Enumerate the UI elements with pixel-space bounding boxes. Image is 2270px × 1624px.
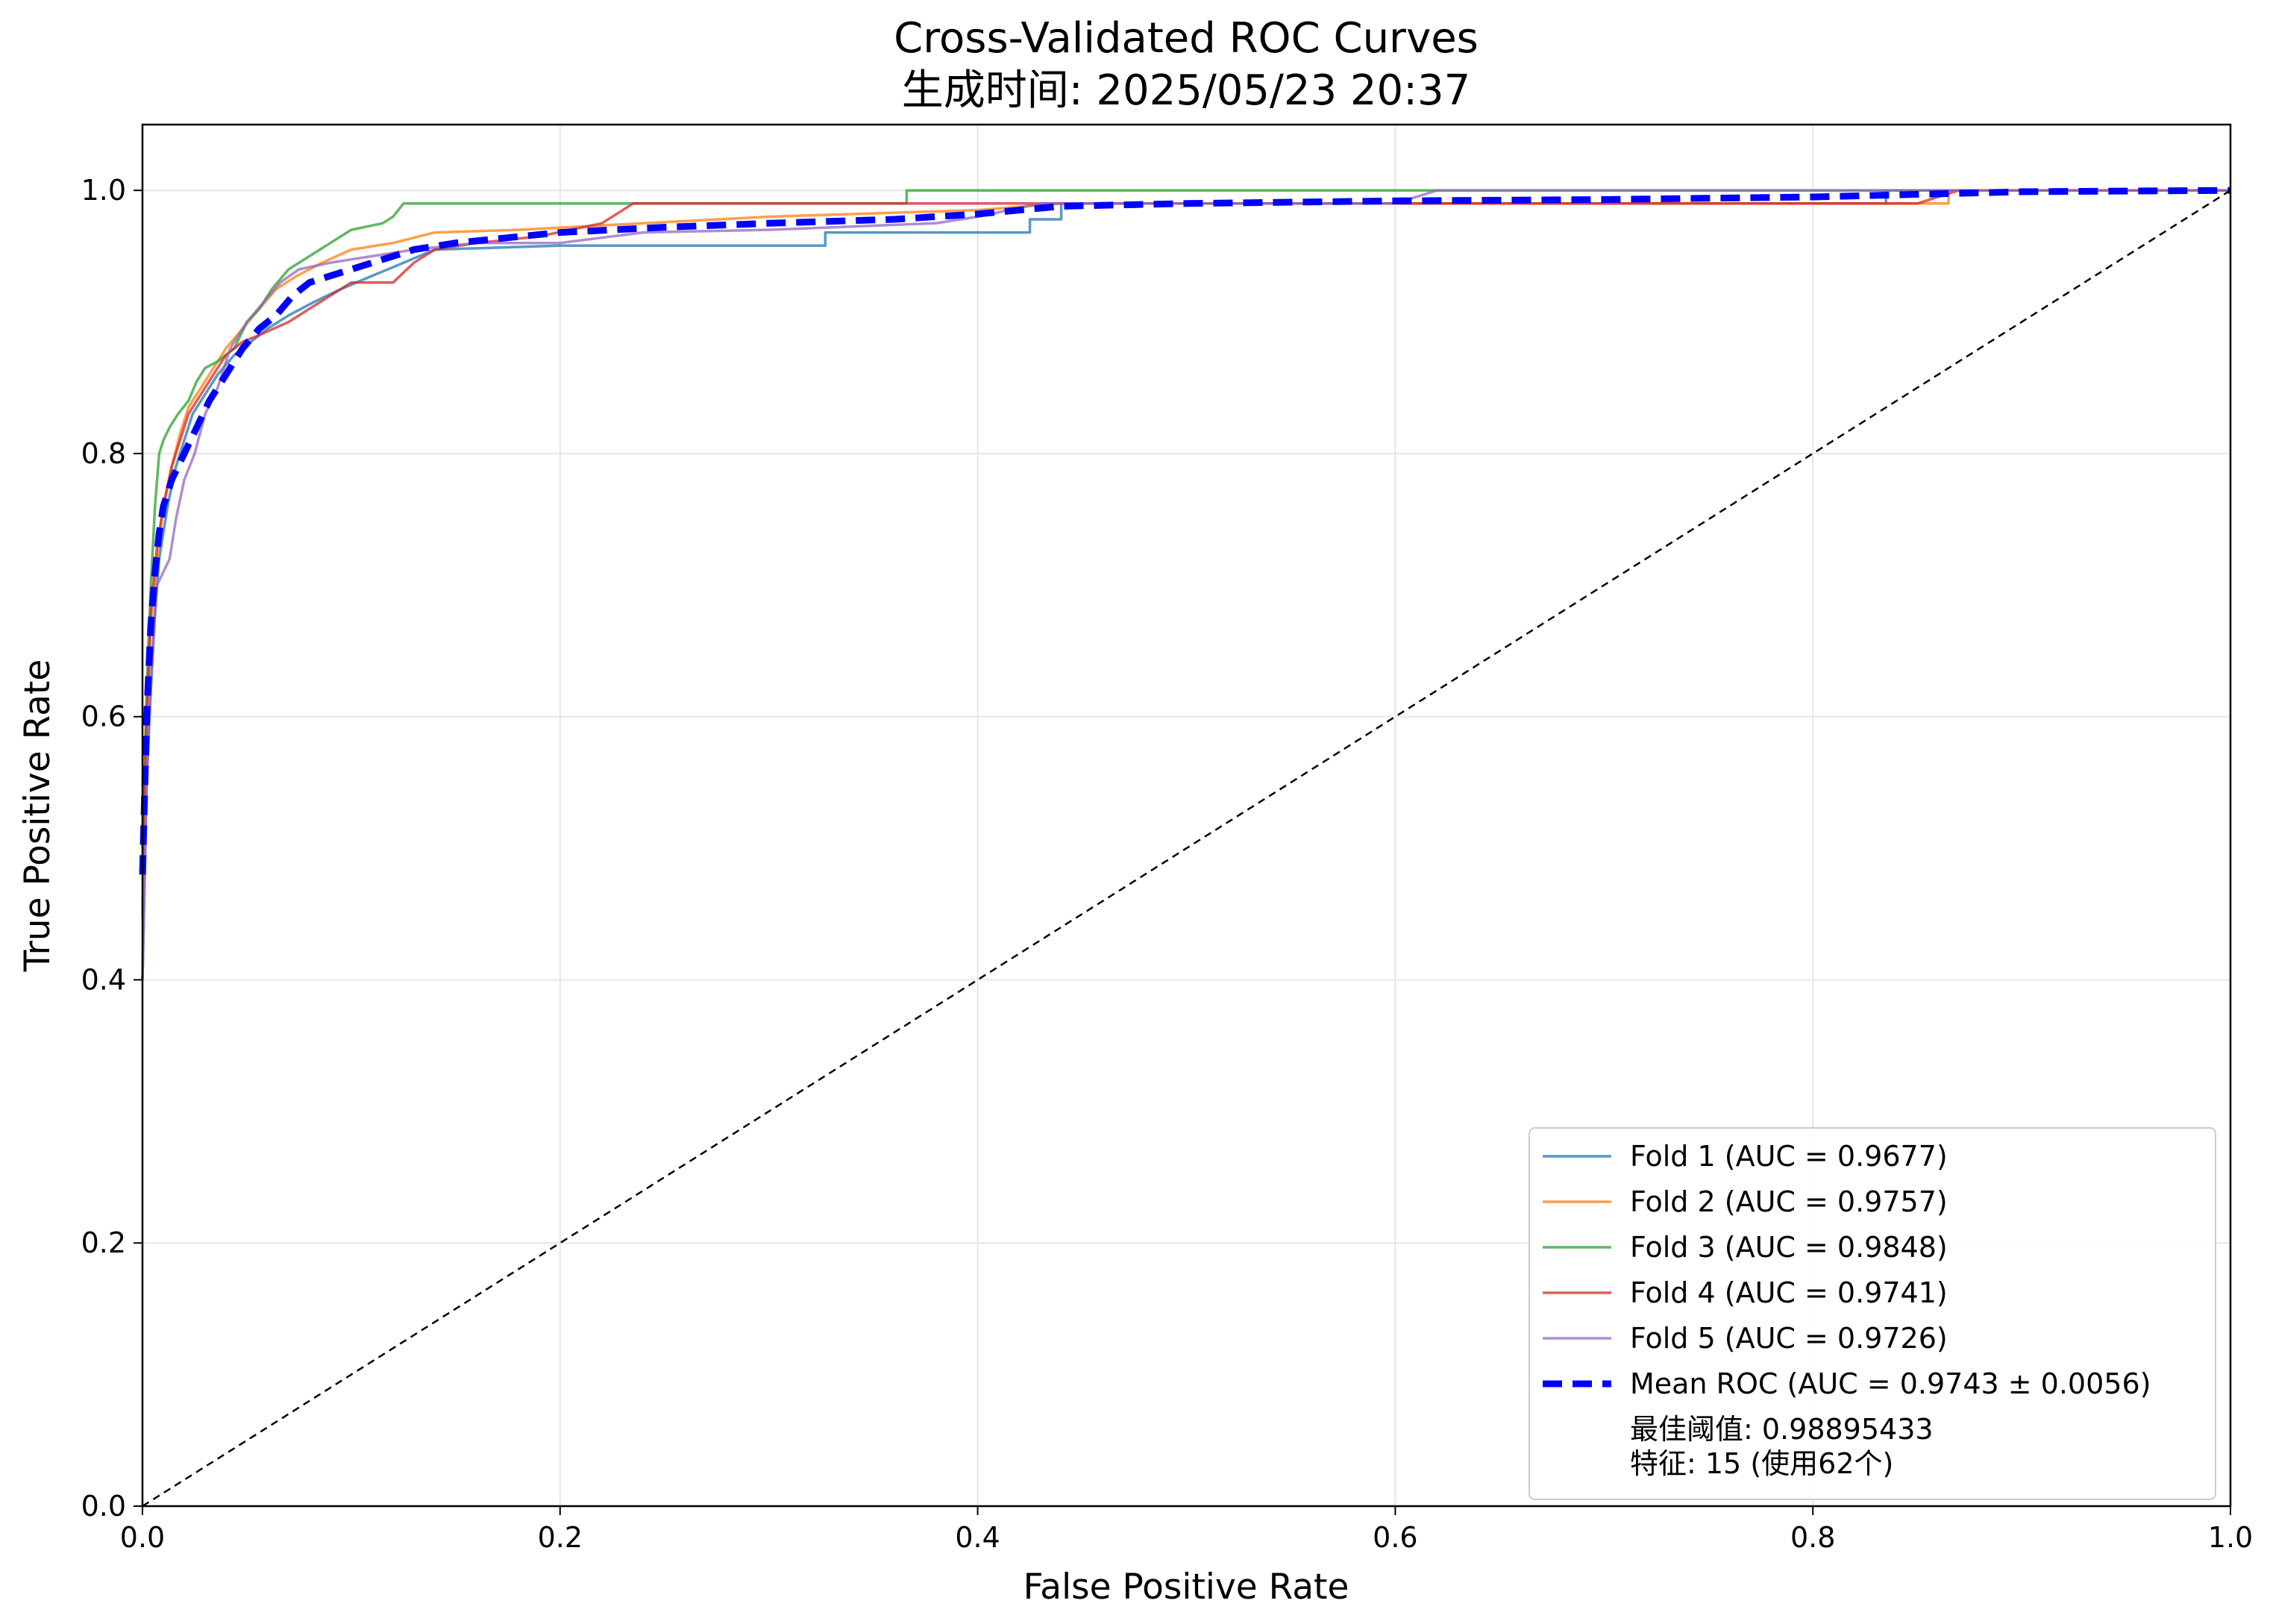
x-tick-label: 0.2: [538, 1521, 583, 1554]
legend-entry-label: Fold 4 (AUC = 0.9741): [1630, 1276, 1948, 1309]
plot-area: [139, 186, 2231, 1508]
legend-entry-label: Fold 3 (AUC = 0.9848): [1630, 1231, 1948, 1264]
legend-entry-label: Mean ROC (AUC = 0.9743 ± 0.0056): [1630, 1367, 2151, 1400]
legend-box: [1529, 1127, 2216, 1500]
legend-entry-label: Fold 5 (AUC = 0.9726): [1630, 1322, 1948, 1355]
chart-title: Cross-Validated ROC Curves: [894, 14, 1479, 63]
legend-entry-label: Fold 1 (AUC = 0.9677): [1630, 1140, 1948, 1173]
diagonal-reference-line: [142, 189, 2231, 1508]
mean-roc-line: [139, 186, 2231, 875]
grid-lines: [142, 125, 2231, 1507]
axis-ticks: 0.0 0.2 0.4 0.6 0.8 1.0 0.0 0.2 0.4 0.6 0.8 1.0: [81, 174, 2254, 1554]
x-tick-label: 1.0: [2208, 1521, 2253, 1554]
legend-extra-text: 特征: 15 (使用62个): [1630, 1447, 1893, 1480]
y-tick-label: 0.2: [81, 1226, 126, 1259]
x-tick-label: 0.8: [1790, 1521, 1835, 1554]
fold-4-roc-line: [141, 189, 2230, 875]
plot-frame: [141, 123, 2232, 1508]
chart-subtitle: 生成时间: 2025/05/23 20:37: [902, 66, 1471, 115]
x-tick-label: 0.4: [955, 1521, 1000, 1554]
y-tick-label: 0.0: [81, 1490, 126, 1523]
x-tick-label: 0.0: [120, 1521, 165, 1554]
legend: Fold 1 (AUC = 0.9677) Fold 2 (AUC = 0.975…: [1529, 1127, 2216, 1500]
x-axis-label: False Positive Rate: [1023, 1567, 1349, 1608]
y-tick-label: 0.6: [81, 700, 126, 733]
y-tick-label: 0.8: [81, 437, 126, 470]
legend-extra-text: 最佳阈值: 0.98895433: [1630, 1413, 1934, 1446]
y-axis-label: True Positive Rate: [17, 659, 58, 973]
legend-entry-label: Fold 2 (AUC = 0.9757): [1630, 1185, 1948, 1218]
y-tick-label: 1.0: [81, 174, 126, 207]
y-tick-label: 0.4: [81, 963, 126, 996]
x-tick-label: 0.6: [1373, 1521, 1417, 1554]
